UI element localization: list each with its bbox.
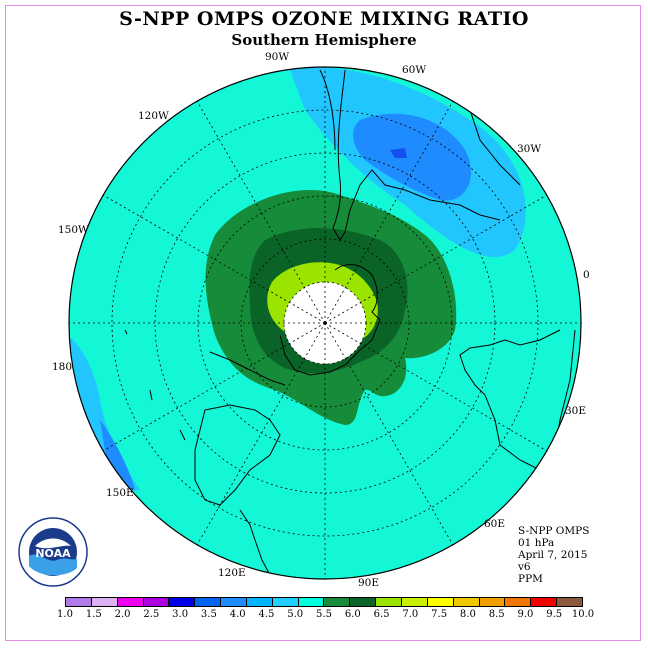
colorbar-swatch [350, 598, 377, 606]
lon-label-60e: 60E [484, 518, 505, 530]
map-info-block: S-NPP OMPS 01 hPa April 7, 2015 v6 PPM [518, 525, 589, 585]
colorbar-swatch [557, 598, 582, 606]
lon-label-0: 0 [583, 269, 590, 281]
colorbar-swatch [91, 598, 118, 606]
map-frame [5, 5, 641, 641]
colorbar-tick-label: 8.0 [459, 609, 476, 620]
longitude-labels: 90W 60W 30W 0 30E 60E 90E 120E 150E 180 … [52, 51, 590, 589]
info-version: v6 [518, 561, 531, 573]
info-instrument: S-NPP OMPS [518, 525, 590, 537]
colorbar-swatch [531, 598, 558, 606]
colorbar-tick-label: 3.5 [200, 609, 217, 620]
colorbar-swatch [324, 598, 351, 606]
colorbar-swatch [66, 598, 92, 606]
colorbar-tick-label: 8.5 [488, 609, 505, 620]
colorbar-swatch [195, 598, 222, 606]
colorbar-swatch [427, 598, 454, 606]
colorbar-tick-label: 10.0 [571, 609, 595, 620]
colorbar-tick-label: 1.5 [85, 609, 102, 620]
colorbar-tick-label: 5.0 [287, 609, 304, 620]
colorbar-tick-label: 5.5 [316, 609, 332, 620]
colorbar-tick-label: 6.0 [344, 609, 361, 620]
colorbar-tick-label: 9.0 [517, 609, 534, 620]
info-date: April 7, 2015 [518, 549, 588, 561]
colorbar-tick-label: 9.5 [546, 609, 563, 620]
lon-label-120e: 120E [218, 567, 246, 579]
graticule [69, 67, 581, 579]
lon-label-60w: 60W [402, 64, 426, 76]
noaa-logo-text: NOAA [35, 547, 71, 560]
noaa-logo: NOAA [17, 516, 89, 588]
colorbar-swatch [169, 598, 196, 606]
colorbar-tick-label: 3.0 [172, 609, 189, 620]
colorbar-swatch [401, 598, 428, 606]
lon-label-90e: 90E [358, 577, 379, 589]
colorbar [65, 597, 583, 607]
colorbar-tick-labels: 1.0 1.5 2.0 2.5 3.0 3.5 4.0 4.5 5.0 5.5 6.0 6.5 7.0 7… [0, 609, 648, 623]
lon-label-30e: 30E [565, 405, 586, 417]
lon-label-120w: 120W [138, 110, 169, 122]
lon-label-180: 180 [52, 361, 72, 373]
south-pole-marker [323, 321, 327, 325]
colorbar-swatch [221, 598, 247, 606]
colorbar-swatch [453, 598, 480, 606]
colorbar-tick-label: 2.5 [143, 609, 160, 620]
lower-ozone-region [353, 113, 471, 201]
colorbar-swatch [143, 598, 170, 606]
colorbar-swatch [479, 598, 506, 606]
colorbar-tick-label: 6.5 [373, 609, 390, 620]
colorbar-tick-label: 7.0 [402, 609, 419, 620]
map-boundary [68, 66, 582, 580]
colorbar-tick-label: 1.0 [57, 609, 73, 620]
lon-label-150e: 150E [106, 487, 134, 499]
colorbar-swatch [505, 598, 532, 606]
colorbar-swatch [272, 598, 299, 606]
colorbar-tick-label: 2.0 [114, 609, 131, 620]
colorbar-tick-label: 4.5 [258, 609, 275, 620]
info-pressure-level: 01 hPa [518, 537, 555, 549]
lon-label-30w: 30W [517, 143, 541, 155]
chart-subtitle: Southern Hemisphere [231, 31, 417, 49]
lon-label-150w: 150W [58, 224, 89, 236]
ozone-field [69, 67, 581, 579]
lon-label-90w: 90W [265, 51, 289, 63]
colorbar-swatch [298, 598, 325, 606]
colorbar-tick-label: 7.5 [431, 609, 448, 620]
colorbar-tick-label: 4.0 [229, 609, 246, 620]
colorbar-swatch [246, 598, 273, 606]
colorbar-swatch [117, 598, 144, 606]
info-units: PPM [518, 573, 543, 585]
chart-title: S-NPP OMPS OZONE MIXING RATIO [119, 8, 529, 30]
colorbar-swatch [376, 598, 402, 606]
